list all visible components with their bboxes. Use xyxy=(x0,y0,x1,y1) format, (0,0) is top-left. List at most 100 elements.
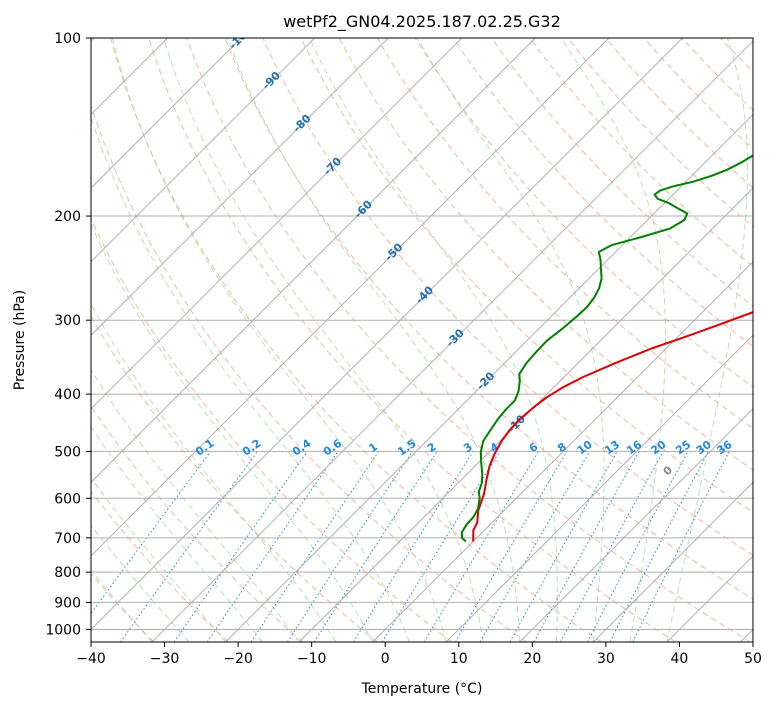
mixing-ratio-line xyxy=(587,451,689,642)
moist-adiabat xyxy=(308,38,558,642)
mixing-ratio-label: 25 xyxy=(673,438,693,457)
isotherm-gridline xyxy=(91,38,536,484)
mixing-ratio-label: 10 xyxy=(575,438,595,458)
y-tick-label: 800 xyxy=(54,565,81,581)
y-tick-label: 100 xyxy=(54,31,81,47)
mixing-ratio-line xyxy=(632,451,730,642)
x-tick-label: −10 xyxy=(297,651,327,667)
y-tick-label: 400 xyxy=(54,387,81,403)
moist-adiabat xyxy=(91,368,300,642)
temperature-profile xyxy=(472,311,753,542)
isotherm-gridline xyxy=(519,408,753,642)
dry-adiabat-label: 0 xyxy=(661,463,676,478)
isotherm-gridline xyxy=(91,38,316,263)
mixing-ratio-line xyxy=(313,451,438,642)
y-axis: 1000 900 800 700 600 500 400 300 200 100 xyxy=(45,31,91,638)
mixing-ratio-line xyxy=(560,451,664,642)
dry-adiabat xyxy=(376,38,753,429)
mixing-ratio-label: 3 xyxy=(461,440,475,455)
x-tick-label: −30 xyxy=(150,651,180,667)
isotherm-gridline xyxy=(225,113,753,642)
y-tick-label: 1000 xyxy=(45,622,81,638)
dry-adiabat xyxy=(91,217,453,642)
x-axis: −40 −30 −20 −10 0 10 20 30 40 50 xyxy=(76,642,762,667)
mixing-ratio-label: 13 xyxy=(602,438,622,457)
dry-adiabat xyxy=(758,38,775,642)
x-tick-label: 30 xyxy=(597,651,615,667)
isotherm-gridline xyxy=(372,260,753,642)
mixing-ratio-label: 0.1 xyxy=(193,437,216,459)
mixing-ratio-line xyxy=(206,451,339,642)
plot-frame xyxy=(90,37,754,643)
y-axis-label: Pressure (hPa) xyxy=(12,290,28,390)
x-tick-label: 50 xyxy=(744,651,762,667)
dry-adiabat xyxy=(491,38,753,307)
mixing-ratio-line xyxy=(250,451,380,642)
isotherm-gridline xyxy=(666,555,753,642)
isotherm-gridline xyxy=(91,38,463,410)
moist-adiabat xyxy=(91,524,190,642)
mixing-ratio-line xyxy=(509,451,618,642)
y-tick-label: 900 xyxy=(54,595,81,611)
isotherm-gridline xyxy=(298,187,753,642)
dry-adiabat xyxy=(148,38,676,642)
x-tick-label: 40 xyxy=(671,651,689,667)
isotherm-gridline xyxy=(91,38,242,189)
moist-adiabat xyxy=(91,425,263,642)
dry-adiabat xyxy=(91,315,378,642)
mixing-ratio-label: 0.4 xyxy=(290,437,314,459)
dry-adiabat xyxy=(605,38,753,189)
moist-adiabat xyxy=(91,222,374,642)
isotherm-gridline xyxy=(151,40,753,642)
mixing-ratio-line xyxy=(173,451,308,642)
y-tick-label: 300 xyxy=(54,313,81,329)
mixing-ratio-label: 0.2 xyxy=(240,437,263,459)
dry-adiabat xyxy=(91,404,304,642)
moist-adiabat xyxy=(226,38,521,642)
x-axis-label: Temperature (°C) xyxy=(361,681,483,697)
moist-adiabat xyxy=(560,38,666,642)
isotherm-gridline xyxy=(91,38,610,557)
dry-adiabat xyxy=(452,38,753,348)
mixing-ratio-label: 36 xyxy=(715,438,735,458)
mixing-ratio-line xyxy=(352,451,474,642)
dry-adiabat xyxy=(300,38,753,513)
mixing-ratio-line xyxy=(286,451,413,642)
moist-adiabat xyxy=(162,38,484,642)
dewpoint-profile xyxy=(460,154,753,543)
moist-adiabat xyxy=(111,38,447,642)
x-tick-label: 20 xyxy=(523,651,541,667)
dry-adiabat xyxy=(110,38,602,642)
moist-adiabat xyxy=(416,38,605,642)
dry-adiabat xyxy=(643,38,753,150)
mixing-ratio-line xyxy=(381,451,501,642)
dry-adiabat xyxy=(529,38,753,268)
isotherm-gridline xyxy=(91,38,389,336)
dry-adiabat xyxy=(338,38,753,471)
mixing-ratio-line xyxy=(533,451,640,642)
isotherm-gridline xyxy=(91,38,683,631)
x-tick-label: 0 xyxy=(381,651,390,667)
dry-adiabat xyxy=(681,38,753,111)
moist-adiabat xyxy=(91,477,226,642)
x-tick-label: −20 xyxy=(223,651,253,667)
isotherm-gridline xyxy=(593,481,753,642)
dry-adiabat xyxy=(91,103,527,642)
y-tick-label: 600 xyxy=(54,491,81,507)
plot-area: -100-90-80-70-60-50-40-30-20-100.1 0.2 0.4… xyxy=(91,38,775,642)
moist-adiabat xyxy=(91,303,337,642)
y-tick-label: 500 xyxy=(54,444,81,460)
dry-adiabat xyxy=(262,38,753,556)
moist-adiabat xyxy=(91,115,410,642)
mixing-ratio-label: 6 xyxy=(527,440,541,455)
y-tick-label: 200 xyxy=(54,209,81,225)
dry-adiabat xyxy=(414,38,753,388)
moist-adiabat xyxy=(91,569,153,642)
mixing-ratio-line xyxy=(609,451,709,642)
dry-adiabat xyxy=(91,490,229,642)
x-tick-label: 10 xyxy=(450,651,468,667)
moist-adiabat xyxy=(666,38,748,642)
isotherm-gridline xyxy=(445,334,753,642)
y-tick-label: 700 xyxy=(54,531,81,547)
